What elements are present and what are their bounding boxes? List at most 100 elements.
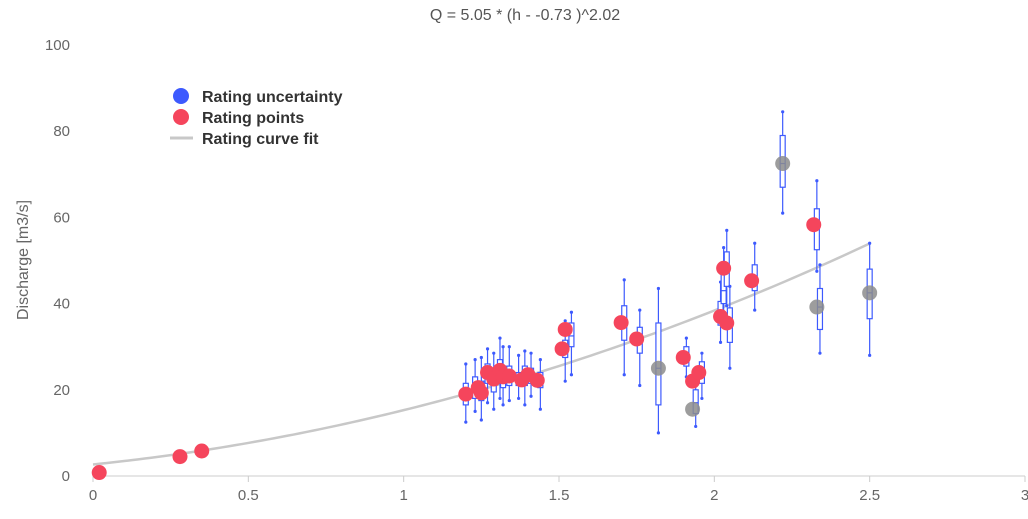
rating-point[interactable]	[473, 385, 489, 401]
legend-label-rating-points: Rating points	[202, 110, 304, 127]
uncertainty-min-dot	[517, 396, 521, 401]
uncertainty-min-dot	[694, 424, 698, 429]
uncertainty-min-dot	[479, 418, 483, 422]
uncertainty-max-dot	[538, 358, 542, 362]
excluded-point[interactable]	[809, 299, 825, 315]
rating-point[interactable]	[458, 386, 474, 402]
excluded-point[interactable]	[775, 156, 791, 172]
uncertainty-min-dot	[507, 398, 511, 403]
uncertainty-max-dot	[473, 358, 477, 362]
rating-point[interactable]	[629, 331, 645, 347]
x-tick-labels: 0 0.5 1 1.5 2 2.5 3	[89, 487, 1028, 504]
legend-marker-rating-uncertainty	[173, 88, 189, 104]
excluded-point[interactable]	[650, 360, 666, 376]
y-tick-label: 20	[53, 382, 70, 399]
x-tick-label: 2	[710, 487, 718, 504]
uncertainty-min-dot	[569, 373, 574, 377]
y-tick-labels: 0 20 40 60 80 100	[45, 37, 70, 485]
x-axis-ticks	[92, 476, 1026, 482]
x-tick-label: 1	[399, 487, 407, 504]
legend: Rating uncertainty Rating points Rating …	[170, 88, 343, 148]
uncertainty-min-dot	[718, 340, 723, 344]
uncertainty-min-dot	[638, 383, 642, 388]
uncertainty-box[interactable]	[655, 286, 662, 435]
uncertainty-max-dot	[523, 349, 527, 353]
x-tick-label: 3	[1021, 487, 1028, 504]
uncertainty-max-dot	[818, 263, 822, 267]
legend-label-rating-uncertainty: Rating uncertainty	[202, 89, 343, 106]
uncertainty-max-dot	[485, 347, 490, 351]
uncertainty-max-dot	[507, 345, 511, 349]
excluded-point[interactable]	[685, 401, 701, 417]
x-tick-label: 2.5	[859, 487, 880, 504]
legend-item-rating-uncertainty[interactable]: Rating uncertainty	[173, 88, 343, 106]
uncertainty-max-dot	[700, 351, 704, 355]
rating-point[interactable]	[172, 449, 188, 465]
uncertainty-max-dot	[656, 286, 661, 291]
uncertainty-max-dot	[492, 351, 496, 355]
rating-point[interactable]	[806, 217, 822, 233]
uncertainty-box[interactable]	[568, 310, 575, 377]
rating-point[interactable]	[613, 315, 629, 331]
legend-item-rating-points[interactable]: Rating points	[173, 109, 304, 127]
uncertainty-min-dot	[538, 407, 542, 411]
uncertainty-min-dot	[492, 407, 496, 411]
uncertainty-min-dot	[485, 401, 490, 405]
uncertainty-max-dot	[722, 245, 726, 250]
chart-title: Q = 5.05 * (h - -0.73 )^2.02	[430, 7, 620, 24]
x-tick-label: 1.5	[549, 487, 570, 504]
uncertainty-max-dot	[501, 345, 505, 349]
uncertainty-max-dot	[479, 355, 483, 360]
uncertainty-max-dot	[464, 362, 468, 366]
uncertainty-min-dot	[523, 403, 527, 407]
rating-point[interactable]	[91, 465, 107, 481]
uncertainty-max-dot	[498, 336, 502, 340]
uncertainty-max-dot	[868, 241, 872, 245]
uncertainty-min-dot	[473, 409, 477, 413]
x-tick-label: 0	[89, 487, 97, 504]
uncertainty-max-dot	[563, 319, 567, 323]
uncertainty-max-dot	[638, 308, 642, 312]
rating-point[interactable]	[501, 368, 517, 384]
y-tick-label: 40	[53, 296, 70, 313]
rating-point[interactable]	[557, 321, 573, 337]
excluded-point[interactable]	[862, 285, 878, 301]
uncertainty-min-dot	[529, 394, 533, 398]
uncertainty-max-dot	[781, 110, 785, 114]
rating-point[interactable]	[744, 273, 760, 289]
uncertainty-min-dot	[725, 304, 729, 308]
uncertainty-min-dot	[728, 366, 732, 370]
uncertainty-min-dot	[815, 269, 819, 273]
rating-point[interactable]	[194, 443, 210, 459]
rating-point[interactable]	[554, 341, 570, 357]
excluded-points	[650, 156, 878, 417]
rating-point[interactable]	[719, 315, 735, 331]
uncertainty-max-dot	[753, 241, 757, 245]
uncertainty-min-dot	[464, 420, 468, 424]
rating-point[interactable]	[675, 349, 691, 365]
uncertainty-min-dot	[781, 211, 785, 215]
uncertainty-min-dot	[818, 351, 822, 355]
uncertainty-min-dot	[700, 396, 704, 401]
rating-point[interactable]	[691, 365, 707, 381]
uncertainty-box[interactable]	[636, 308, 643, 388]
y-tick-label: 100	[45, 37, 70, 54]
rating-points	[91, 217, 822, 481]
uncertainty-max-dot	[815, 179, 819, 183]
legend-item-rating-curve-fit[interactable]: Rating curve fit	[170, 131, 319, 148]
uncertainty-min-dot	[656, 431, 661, 435]
legend-label-rating-curve-fit: Rating curve fit	[202, 131, 319, 148]
uncertainty-min-dot	[622, 373, 626, 377]
x-tick-label: 0.5	[238, 487, 259, 504]
rating-point[interactable]	[716, 260, 732, 276]
y-tick-label: 60	[53, 209, 70, 226]
y-tick-label: 80	[53, 123, 70, 140]
uncertainty-min-dot	[868, 353, 872, 357]
uncertainty-max-dot	[728, 284, 732, 288]
rating-point[interactable]	[529, 372, 545, 388]
uncertainty-max-dot	[684, 336, 688, 340]
legend-marker-rating-points	[173, 109, 189, 125]
uncertainty-max-dot	[569, 310, 574, 314]
uncertainty-max-dot	[529, 351, 533, 355]
